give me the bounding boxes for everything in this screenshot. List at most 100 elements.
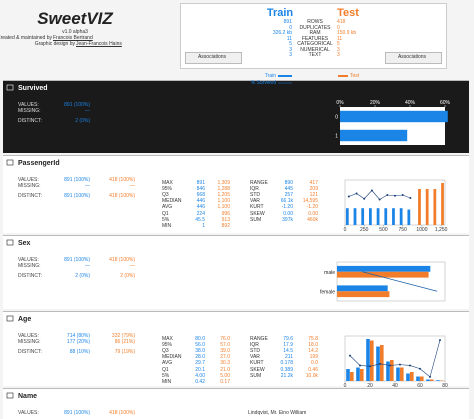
bar xyxy=(426,379,430,381)
text: 30.3 xyxy=(220,360,230,367)
text: KURT xyxy=(250,360,264,367)
icon xyxy=(6,159,14,166)
icon xyxy=(6,84,14,91)
text: 95% xyxy=(162,342,173,349)
text: 418 xyxy=(337,19,346,25)
text: — xyxy=(85,108,90,114)
text: 2 (0%) xyxy=(120,273,135,279)
target-line xyxy=(349,340,441,378)
bar xyxy=(436,380,440,381)
bar xyxy=(433,189,437,225)
text: DISTINCT: xyxy=(18,118,42,124)
text: Test xyxy=(350,73,360,79)
text: 0.46 xyxy=(308,366,318,373)
bar xyxy=(406,373,410,381)
text: CATEGORICAL xyxy=(297,41,333,47)
tick-label: 60% xyxy=(440,100,451,106)
text: NUMERICAL xyxy=(300,46,330,53)
target-line xyxy=(362,271,438,292)
bar xyxy=(340,129,408,142)
tick-label: 40% xyxy=(405,100,416,106)
text: Q3 xyxy=(162,192,169,199)
text: v1.0 alpha3 xyxy=(62,29,88,35)
bar xyxy=(416,376,420,381)
text: 11 xyxy=(337,35,343,42)
text: 3 xyxy=(289,52,292,58)
text: 5% xyxy=(162,216,170,223)
text: 5% xyxy=(162,372,170,379)
text: MAX xyxy=(162,336,173,342)
text: 39.0 xyxy=(220,348,230,355)
category-label: 0 xyxy=(335,115,338,121)
text: 332 (79%) xyxy=(111,333,135,339)
text: MISSING: xyxy=(18,108,41,114)
text: VALUES: xyxy=(18,410,39,416)
text: 257 xyxy=(284,192,293,199)
text: 0.178 xyxy=(280,360,293,367)
bar xyxy=(425,189,429,225)
text: Test xyxy=(337,7,359,19)
bar xyxy=(369,208,372,225)
bar xyxy=(399,208,403,225)
text: Q1 xyxy=(162,210,169,217)
text: FEATURES xyxy=(301,35,329,42)
text: ROWS xyxy=(307,19,323,25)
text: VAR xyxy=(250,354,260,361)
target-line xyxy=(348,190,411,200)
text: Age xyxy=(18,316,32,323)
text: MAX xyxy=(162,180,173,186)
text: 913 xyxy=(221,216,230,223)
text: SKEW xyxy=(250,366,265,373)
text: 996 xyxy=(221,210,230,217)
button[interactable] xyxy=(385,52,442,64)
text: SUM xyxy=(250,372,262,379)
text: 1,100 xyxy=(217,198,230,205)
text: — xyxy=(130,183,135,189)
text: 121 xyxy=(309,192,318,199)
bar xyxy=(370,340,374,381)
text: VALUES: xyxy=(18,102,39,108)
text: DISTINCT: xyxy=(18,273,42,279)
text: 0.00 xyxy=(308,210,318,217)
text: 5 xyxy=(289,41,292,47)
text: 891 (100%) xyxy=(64,102,90,108)
text: 2 (0%) xyxy=(75,273,90,279)
text: DISTINCT: xyxy=(18,349,42,355)
text: 45.5 xyxy=(195,216,205,223)
text: 1,100 xyxy=(217,204,230,211)
text: 0.42 xyxy=(195,378,205,385)
text: % Survived xyxy=(250,80,276,86)
text: 714 (80%) xyxy=(66,333,90,339)
text: 211 xyxy=(285,354,293,361)
text: 95% xyxy=(162,186,173,193)
text: -1.20 xyxy=(281,204,293,211)
text: MIN xyxy=(162,378,172,385)
text: 18.0 xyxy=(308,342,318,349)
text: 0 xyxy=(337,24,340,31)
bar xyxy=(337,271,429,278)
text: SKEW xyxy=(250,210,265,217)
bar xyxy=(361,208,365,225)
text: 177 (20%) xyxy=(66,339,90,345)
bar xyxy=(396,367,400,381)
bar xyxy=(392,208,395,225)
bar xyxy=(441,183,444,225)
text: 5 xyxy=(337,41,340,47)
bar xyxy=(337,285,388,292)
bar xyxy=(356,367,360,381)
text: 891 (100%) xyxy=(64,257,90,263)
text: 150.9 kb xyxy=(337,30,357,36)
bar xyxy=(410,372,414,381)
text: 0.17 xyxy=(220,378,230,385)
text: Jean-Francois Hains xyxy=(76,41,122,47)
text: 891 (100%) xyxy=(64,177,90,183)
text: Train xyxy=(266,7,294,19)
legend-swatch xyxy=(338,75,348,77)
text: 5.00 xyxy=(220,372,230,379)
text: Graphic design by xyxy=(34,41,75,47)
text: — xyxy=(85,183,90,189)
text: 20.1 xyxy=(195,366,205,373)
button[interactable] xyxy=(185,52,242,64)
text: PassengerId xyxy=(18,160,60,167)
